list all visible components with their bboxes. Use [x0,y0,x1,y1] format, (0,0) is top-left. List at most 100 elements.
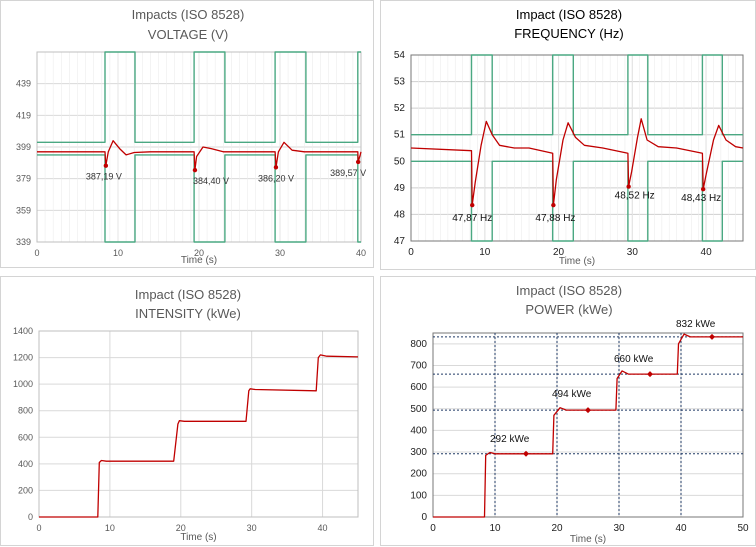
x-tick-label: 30 [247,523,257,533]
data-point-marker [192,167,198,173]
y-tick-label: 47 [394,236,406,247]
chart-title: Impact (ISO 8528) [516,283,622,298]
x-tick-label: 40 [318,523,328,533]
y-tick-label: 0 [28,512,33,522]
data-label: 47,88 Hz [535,213,575,224]
plot-area [432,332,744,518]
data-point-marker [273,165,279,170]
data-point-marker [103,163,109,168]
y-tick-label: 400 [18,459,33,469]
x-tick-label: 30 [275,248,285,258]
y-tick-label: 100 [410,490,427,501]
x-tick-label: 10 [113,248,123,258]
y-tick-label: 359 [16,205,31,215]
intensity-chart: Impact (ISO 8528)INTENSITY (kWe)02004006… [13,287,359,543]
x-axis-label: Time (s) [181,255,217,266]
x-tick-label: 0 [408,247,414,258]
y-tick-label: 419 [16,110,31,120]
series-line-limit [411,160,743,242]
chart-subtitle: POWER (kWe) [525,302,612,317]
x-tick-label: 20 [553,247,565,258]
frequency-chart-panel: Impact (ISO 8528) FREQUENCY (Hz) 47 48 49 50 5… [380,0,756,270]
y-tick-label: 0 [421,512,427,523]
power-chart-panel: Impact (ISO 8528) POWER (kWe) 0 100 200 300 40… [380,276,756,546]
data-label: 832 kWe [676,319,716,330]
series-line-limit [37,154,361,243]
y-tick-label: 379 [16,174,31,184]
data-point-marker [626,184,631,189]
data-label: 48,43 Hz [681,193,721,204]
data-label: 292 kWe [490,434,530,445]
x-tick-label: 30 [613,523,625,534]
series-line-limit [37,51,361,144]
data-label: 47,87 Hz [452,213,492,224]
x-tick-label: 10 [105,523,115,533]
y-tick-label: 200 [18,485,33,495]
data-label: 386,20 V [258,173,294,183]
data-label: 389,57 V [330,168,366,178]
x-tick-label: 0 [430,523,436,534]
y-tick-label: 200 [410,469,427,480]
x-axis-label: Time (s) [180,532,216,543]
data-label: 384,40 V [193,176,229,186]
x-tick-label: 40 [356,248,366,258]
data-label: 48,52 Hz [615,191,655,202]
y-tick-label: 439 [16,79,31,89]
x-tick-label: 10 [489,523,501,534]
power-chart: Impact (ISO 8528)POWER (kWe)010020030040… [410,283,749,545]
y-tick-label: 800 [18,406,33,416]
series-line-measured [410,118,744,206]
y-tick-label: 600 [410,382,427,393]
y-tick-label: 1200 [13,353,33,363]
y-tick-label: 1400 [13,326,33,336]
y-tick-label: 1000 [13,379,33,389]
data-point-marker [700,186,706,192]
voltage-chart: Impacts (ISO 8528) VOLTAGE (V) 339 359 379 39… [16,7,366,266]
series-line-limit [411,54,743,136]
y-tick-label: 500 [410,404,427,415]
y-tick-label: 48 [394,209,406,220]
y-tick-label: 52 [394,103,406,114]
data-point-marker [585,407,591,414]
chart-subtitle: INTENSITY (kWe) [135,306,241,321]
x-tick-label: 50 [737,523,749,534]
chart-title: Impacts (ISO 8528) [132,7,245,22]
y-tick-label: 53 [394,77,406,88]
data-label: 660 kWe [614,354,654,365]
chart-subtitle: FREQUENCY (Hz) [514,26,624,41]
data-point-marker [709,333,715,340]
y-tick-label: 300 [410,447,427,458]
data-label: 494 kWe [552,389,592,400]
y-tick-label: 800 [410,339,427,350]
x-tick-label: 0 [34,248,39,258]
data-point-marker [523,450,529,457]
data-point-marker [470,202,475,208]
y-tick-label: 399 [16,142,31,152]
data-point-marker [551,202,556,208]
x-tick-label: 40 [701,247,713,258]
x-tick-label: 20 [194,248,204,258]
series-line-measured [37,140,362,171]
x-axis-label: Time (s) [559,256,595,267]
x-tick-label: 40 [675,523,687,534]
series-line-measured [433,333,743,518]
y-tick-label: 400 [410,425,427,436]
y-tick-label: 49 [394,183,406,194]
x-tick-label: 0 [36,523,41,533]
y-tick-label: 54 [394,50,406,61]
chart-title: Impact (ISO 8528) [516,7,622,22]
frequency-chart: Impact (ISO 8528) FREQUENCY (Hz) 47 48 49 50 5… [394,7,744,267]
y-tick-label: 700 [410,360,427,371]
y-tick-label: 600 [18,432,33,442]
y-tick-label: 50 [394,156,406,167]
data-point-marker [355,159,361,165]
intensity-chart-panel: Impact (ISO 8528) INTENSITY (kWe) 0 200 400 6… [0,276,374,546]
x-tick-label: 10 [479,247,491,258]
y-tick-label: 51 [394,130,406,141]
x-tick-label: 30 [627,247,639,258]
plot-area [38,330,359,518]
series-line-measured [39,354,359,518]
x-tick-label: 20 [551,523,563,534]
y-tick-label: 339 [16,237,31,247]
voltage-chart-panel: Impacts (ISO 8528) VOLTAGE (V) 339 359 379 39… [0,0,374,268]
